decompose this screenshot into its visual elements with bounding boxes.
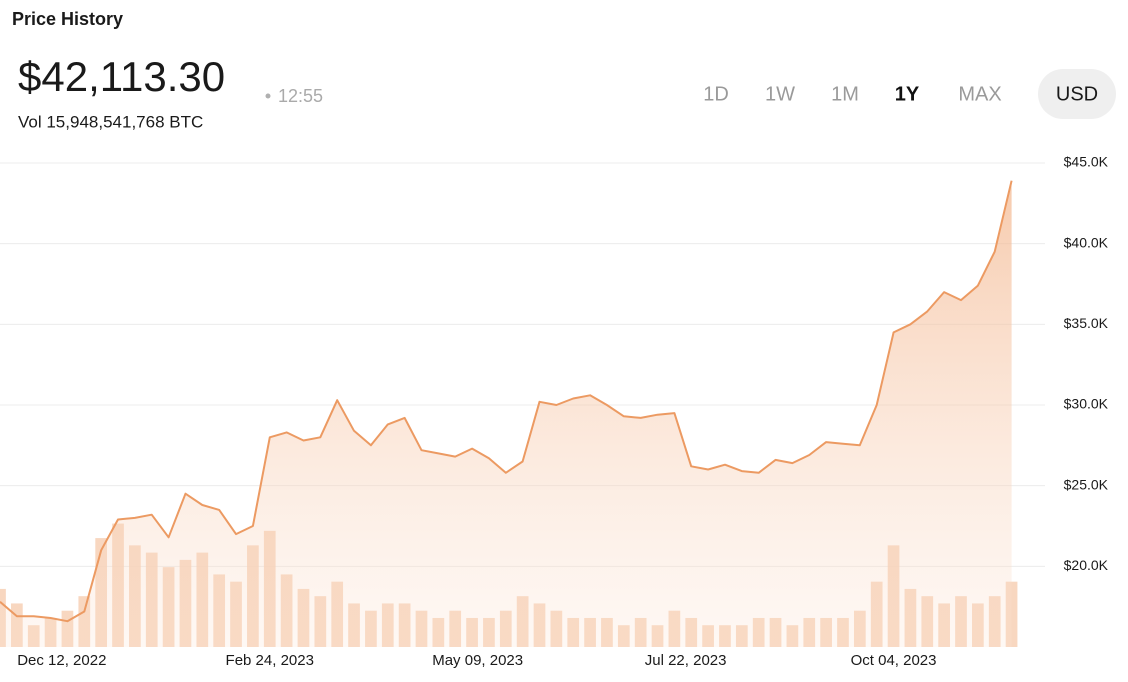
currency-button[interactable] [1038,69,1116,119]
chart: $20.0K $25.0K $30.0K $35.0K $40.0K $45.0K Dec … [0,154,1109,669]
y-tick-label: $45.0K [1064,154,1109,170]
y-tick-label: $30.0K [1064,396,1109,412]
volume-summary: Vol 15,948,541,768 BTC [18,112,203,131]
range-button[interactable]: 1D [703,83,729,105]
x-tick-label: Jul 22, 2023 [645,652,727,669]
range-button[interactable]: 1M [831,83,859,105]
range-selector: 1D 1W 1M 1Y MAX [703,83,1001,105]
price-line [0,180,1013,623]
x-tick-label: May 09, 2023 [432,652,523,669]
y-tick-label: $40.0K [1064,234,1109,250]
price-time: 12:55 [278,86,323,106]
y-tick-label: $20.0K [1064,557,1109,573]
current-price: $42,113.30 [18,53,225,100]
currency-label[interactable]: USD [1056,83,1098,105]
time-dot [265,93,271,99]
x-tick-label: Oct 04, 2023 [851,652,937,669]
y-tick-label: $25.0K [1064,476,1109,492]
x-tick-label: Dec 12, 2022 [17,652,106,669]
range-button[interactable]: 1Y [895,83,920,105]
range-button[interactable]: MAX [958,83,1001,105]
widget-title: Price History [12,9,123,29]
range-button[interactable]: 1W [765,83,795,105]
price-area [0,180,1012,647]
y-tick-label: $35.0K [1064,315,1109,331]
x-tick-label: Feb 24, 2023 [226,652,314,669]
